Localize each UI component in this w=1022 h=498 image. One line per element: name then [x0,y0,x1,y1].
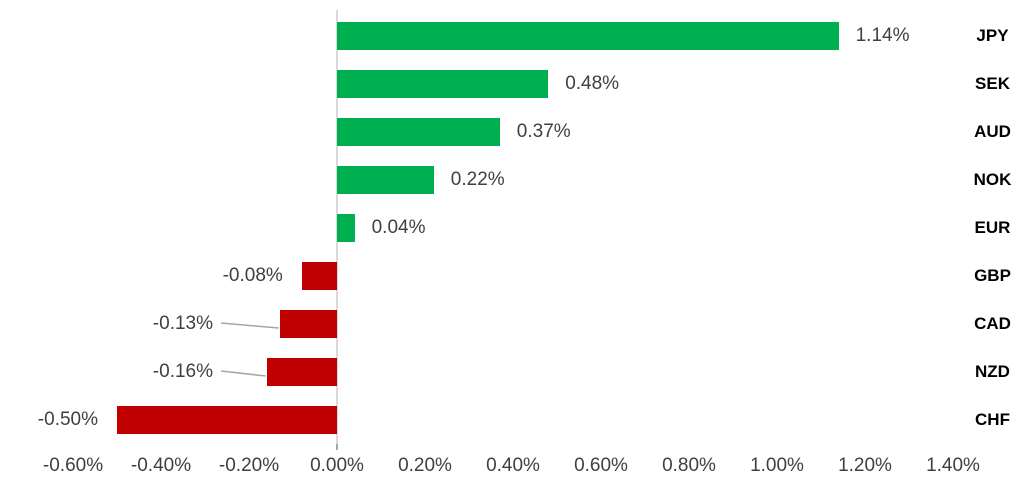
x-tick-label-0.80%: 0.80% [662,455,716,476]
x-tick-label--0.40%: -0.40% [130,455,192,476]
x-tick-label-1.40%: 1.40% [926,455,980,476]
bar-SEK [337,70,549,98]
category-label-NOK: NOK [973,170,1012,189]
x-tick-label-1.00%: 1.00% [750,455,804,476]
bar-EUR [337,214,355,242]
value-label-CHF: -0.50% [37,409,98,430]
bar-NOK [337,166,434,194]
x-tick-label--0.60%: -0.60% [42,455,104,476]
value-label-NZD: -0.16% [152,361,213,382]
value-label-SEK: 0.48% [565,73,620,94]
value-label-GBP: -0.08% [222,265,283,286]
value-label-AUD: 0.37% [516,121,571,142]
category-label-SEK: SEK [975,74,1010,93]
category-label-JPY: JPY [976,26,1009,45]
bar-JPY [337,22,839,50]
x-tick-label-0.20%: 0.20% [398,455,452,476]
x-tick-label-0.00%: 0.00% [310,455,364,476]
x-tick-label-0.60%: 0.60% [574,455,628,476]
value-label-CAD: -0.13% [152,313,213,334]
bar-CHF [117,406,337,434]
bar-GBP [301,262,337,290]
category-label-NZD: NZD [975,362,1010,381]
value-label-JPY: 1.14% [855,25,910,46]
bar-CAD [279,310,337,338]
x-axis-zero-tick [336,444,338,450]
x-tick-label-1.20%: 1.20% [838,455,892,476]
category-label-GBP: GBP [974,266,1011,285]
category-label-AUD: AUD [974,122,1011,141]
category-label-CAD: CAD [974,314,1011,333]
value-label-NOK: 0.22% [450,169,505,190]
x-tick-label--0.20%: -0.20% [218,455,280,476]
category-label-CHF: CHF [975,410,1010,429]
category-label-EUR: EUR [974,218,1011,237]
x-tick-label-0.40%: 0.40% [486,455,540,476]
leader-line-CAD [220,322,279,329]
bar-AUD [337,118,500,146]
value-label-EUR: 0.04% [371,217,426,238]
leader-line-NZD [220,370,266,377]
bar-NZD [266,358,337,386]
